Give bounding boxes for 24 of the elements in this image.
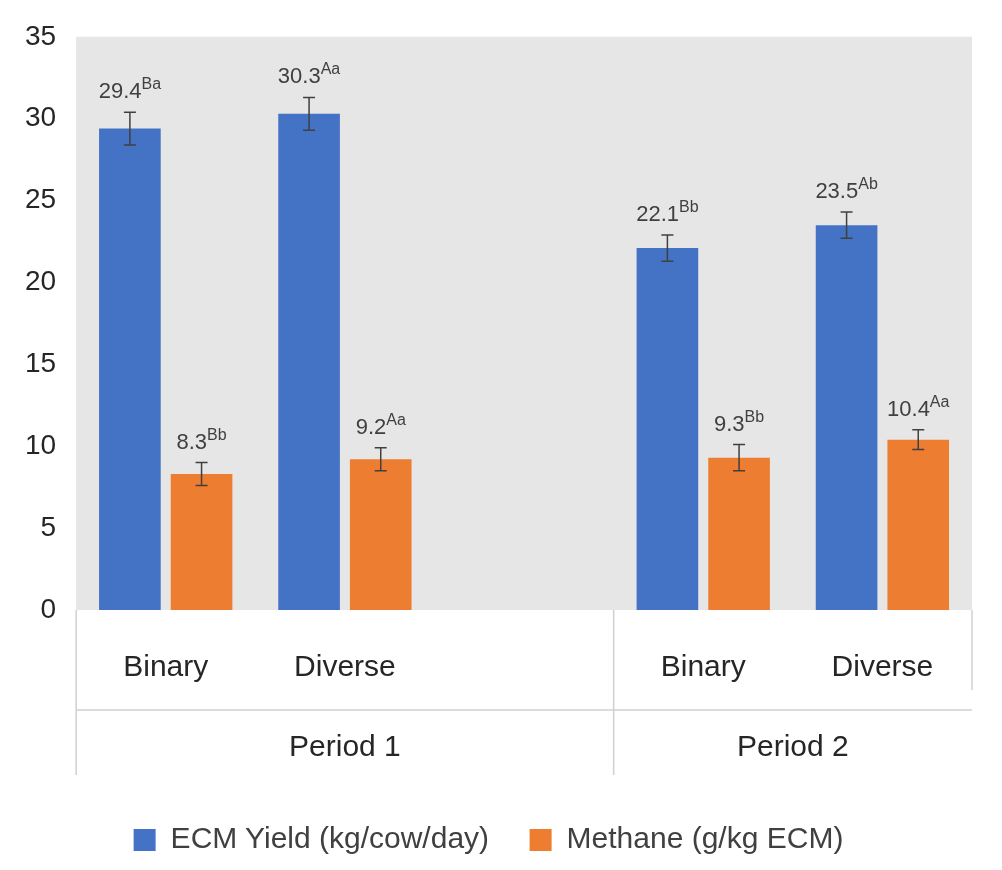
y-tick-label: 0 [40, 592, 57, 624]
y-tick-label: 35 [24, 19, 57, 51]
text: Period 2 [736, 729, 849, 763]
x-tick-label: Binary [660, 649, 746, 683]
bar [170, 474, 233, 610]
bar [349, 459, 412, 610]
x-tick-label: Diverse [831, 649, 934, 683]
bar [99, 128, 161, 610]
bar [278, 113, 340, 610]
bar [887, 439, 950, 610]
y-tick-label: 5 [40, 510, 57, 542]
text: Period 1 [289, 729, 401, 763]
y-tick-label: 20 [24, 265, 57, 297]
bar [708, 457, 770, 610]
legend-label: Methane (g/kg ECM) [566, 821, 844, 855]
bar [815, 225, 878, 610]
y-tick-label: 30 [24, 101, 57, 133]
y-tick-label: 10 [24, 428, 57, 460]
y-tick-label: 15 [24, 347, 57, 379]
y-tick-label: 25 [24, 183, 57, 215]
x-tick-label: Diverse [294, 649, 396, 683]
x-tick-label: Binary [123, 649, 209, 683]
bar [636, 248, 699, 610]
legend-label: ECM Yield (kg/cow/day) [170, 821, 490, 855]
